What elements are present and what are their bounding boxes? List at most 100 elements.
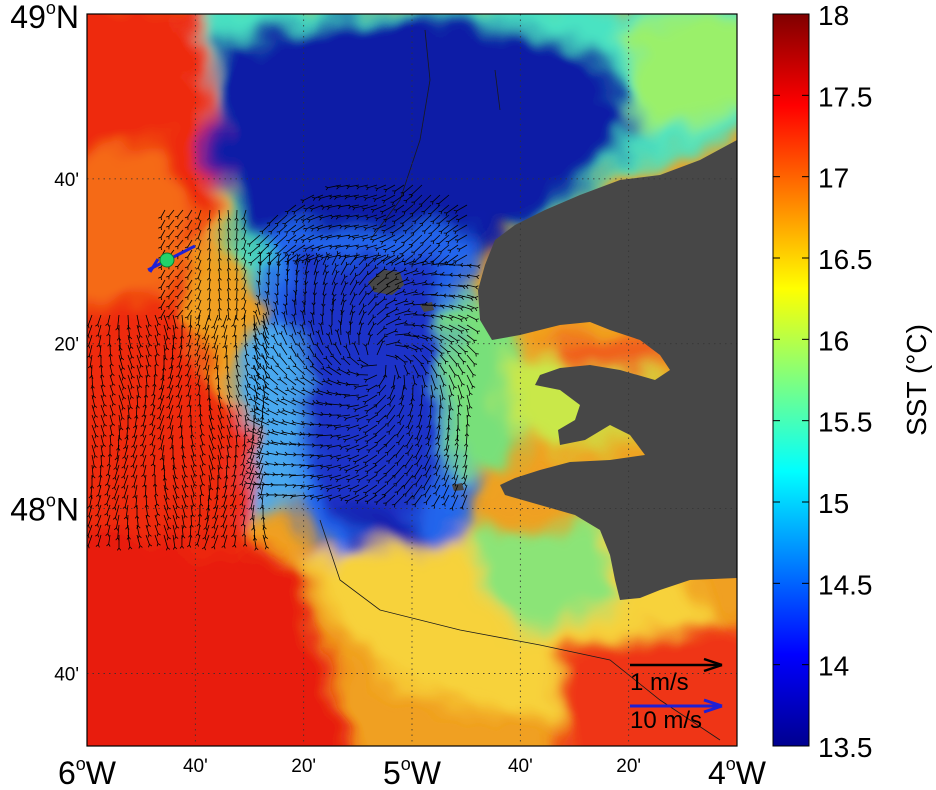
current-vector-588 <box>372 194 387 202</box>
current-vector-659 <box>443 224 459 237</box>
current-vector-144 <box>127 384 134 400</box>
current-vector-1163 <box>454 434 459 446</box>
current-vector-86 <box>145 354 152 368</box>
current-vector-236 <box>235 424 241 438</box>
current-vector-1179 <box>375 444 387 454</box>
current-vector-591 <box>403 194 414 204</box>
current-vector-434 <box>211 524 219 540</box>
current-vector-966 <box>412 354 425 367</box>
current-vector-1017 <box>439 374 447 388</box>
current-vector-792 <box>358 271 371 286</box>
current-vector-483 <box>184 229 193 240</box>
current-vector-513 <box>184 259 193 270</box>
current-vector-327 <box>152 475 158 487</box>
current-vector-825 <box>439 294 456 299</box>
colorbar-tick-label-2: 17 <box>818 163 849 194</box>
current-vector-683 <box>445 234 459 245</box>
current-vector-92 <box>194 354 201 367</box>
current-vector-1197 <box>316 454 333 460</box>
current-vector-725 <box>389 254 405 266</box>
current-vector-924 <box>466 334 477 344</box>
current-vector-594 <box>430 194 441 205</box>
current-vector-527 <box>226 269 231 281</box>
current-vector-292 <box>199 454 206 467</box>
current-vector-149 <box>166 384 174 400</box>
current-vector-515 <box>207 259 212 271</box>
current-vector-868 <box>394 308 411 316</box>
current-vector-490 <box>158 239 166 251</box>
current-vector-368 <box>163 494 171 511</box>
current-vector-43 <box>118 334 123 351</box>
current-vector-892 <box>394 320 408 326</box>
current-vector-358 <box>247 484 255 501</box>
current-vector-1298 <box>374 494 387 505</box>
current-vector-247 <box>149 434 156 447</box>
current-vector-203 <box>118 414 124 431</box>
current-vector-302 <box>105 464 111 477</box>
current-vector-279 <box>256 444 264 460</box>
current-vector-457 <box>242 534 248 547</box>
current-vector-186 <box>141 404 147 418</box>
current-vector-1106 <box>366 414 378 423</box>
current-vector-738 <box>304 253 311 266</box>
current-vector-1014 <box>412 374 418 386</box>
current-vector-239 <box>257 424 264 440</box>
current-vector-613 <box>438 204 450 215</box>
current-vector-491 <box>166 239 175 250</box>
current-vector-1078 <box>324 401 342 406</box>
current-vector-780 <box>466 274 480 280</box>
current-vector-557 <box>226 299 231 311</box>
current-vector-235 <box>226 424 233 439</box>
current-vector-905 <box>289 321 297 336</box>
current-vector-1040 <box>430 384 436 399</box>
current-vector-67 <box>154 344 160 357</box>
current-vector-812 <box>322 281 328 296</box>
current-vector-625 <box>345 214 360 220</box>
current-vector-167 <box>150 394 156 407</box>
current-vector-765 <box>331 263 339 276</box>
current-vector-1072 <box>275 397 288 406</box>
current-vector-237 <box>243 424 248 437</box>
current-vector-559 <box>241 299 247 311</box>
current-vector-485 <box>207 229 212 241</box>
current-vector-558 <box>234 299 239 311</box>
current-vector-1292 <box>316 494 333 502</box>
current-vector-1101 <box>320 411 333 417</box>
current-vector-195 <box>226 404 234 419</box>
current-vector-573 <box>355 184 369 190</box>
current-vector-921 <box>439 334 455 345</box>
colorbar: 18 17.5 17 16.5 16 15.5 15 14.5 14 13.5 SST (°C) <box>772 0 932 763</box>
current-vector-432 <box>195 524 201 537</box>
current-vector-1042 <box>448 384 455 397</box>
current-vector-834 <box>302 291 308 305</box>
island-molene <box>420 302 434 312</box>
current-vector-100 <box>89 364 94 379</box>
current-vector-56 <box>233 334 238 348</box>
current-vector-735 <box>277 252 282 266</box>
current-vector-499 <box>241 239 247 251</box>
current-vector-973 <box>252 355 261 366</box>
current-vector-452 <box>194 534 201 547</box>
current-vector-1127 <box>333 424 351 431</box>
current-vector-842 <box>376 296 388 306</box>
current-vector-1267 <box>299 484 315 489</box>
current-vector-797 <box>403 279 416 286</box>
current-vector-508 <box>234 249 239 261</box>
current-vector-106 <box>145 364 151 378</box>
current-vector-192 <box>198 404 203 417</box>
current-vector-187 <box>149 404 156 417</box>
current-vector-1244 <box>309 474 324 480</box>
current-vector-951 <box>270 345 279 356</box>
current-vector-1247 <box>334 474 351 483</box>
current-vector-7 <box>154 314 161 327</box>
current-vector-5 <box>136 314 142 329</box>
current-vector-917 <box>403 334 420 340</box>
map-gridlines <box>87 14 737 746</box>
current-vector-569 <box>241 309 247 321</box>
current-vector-562 <box>174 309 184 320</box>
current-vector-1281 <box>433 484 441 496</box>
current-vector-885 <box>329 308 335 325</box>
current-vector-865 <box>367 302 379 316</box>
current-vector-702 <box>399 244 414 257</box>
current-vector-700 <box>383 244 396 253</box>
